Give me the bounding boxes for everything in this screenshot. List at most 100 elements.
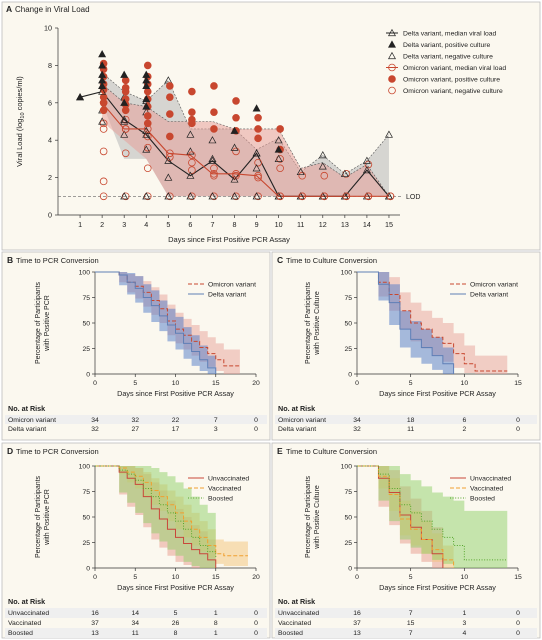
panel-b-risk-value: 32: [131, 417, 139, 424]
panel-a-delta-negative-point: [208, 192, 217, 200]
panel-a-omicron-negative-point: [364, 160, 373, 169]
panel-c-x-tick-label: 5: [409, 380, 413, 387]
panel-a-delta-negative-point: [384, 130, 393, 138]
panel-a-omicron-median-point: [210, 170, 218, 178]
panel-a-delta-negative-point: [164, 192, 173, 200]
panel-e-y-label-line1: Percentage of Participants: [305, 475, 312, 558]
panel-a-omicron-median-point: [320, 192, 329, 201]
panel-b-risk-value: 22: [172, 417, 180, 424]
panel-b-y-label-line2: with Positive PCR: [44, 295, 51, 352]
panel-d-y-tick-label: 25: [82, 540, 90, 547]
panel-c-y-tick-label: 25: [344, 346, 352, 353]
panel-e-y-tick-label: 50: [344, 515, 352, 522]
panel-d-title: Time to PCR Conversion: [16, 447, 99, 456]
panel-d-risk-row-label: Unvaccinated: [8, 610, 49, 617]
panel-d-risk-value: 1: [214, 630, 218, 637]
panel-a-omicron-positive-point: [166, 110, 174, 118]
panel-a-delta-negative-point: [186, 192, 195, 200]
panel-a-omicron-negative-point: [210, 171, 218, 180]
panel-c-risk-value: 18: [407, 417, 415, 424]
panel-a-legend-swatch-marker: [388, 63, 396, 72]
panel-a-omicron-negative-point: [254, 158, 262, 167]
panel-a-delta-negative-point: [98, 117, 107, 125]
panel-b-legend-label: Omicron variant: [208, 282, 256, 289]
panel-a-omicron-median-point: [386, 192, 395, 201]
panel-b-delta-curve: [95, 271, 217, 374]
panel-a-x-tick-label: 2: [100, 220, 104, 229]
panel-a-omicron-negative-point: [99, 147, 108, 156]
panel-d-legend-label: Boosted: [208, 496, 233, 503]
panel-a-omicron-band: [102, 84, 389, 197]
panel-d-risk-value: 14: [131, 610, 139, 617]
panel-c-y-label-line2: with Positive Culture: [314, 291, 321, 356]
panel-b-risk-value: 32: [91, 426, 99, 433]
panel-b-risk-row-label: Omicron variant: [8, 417, 56, 424]
panel-a-legend-swatch-marker: [388, 51, 396, 60]
panel-e-boosted-curve: [357, 465, 508, 561]
panel-a-omicron-median-point: [99, 99, 108, 107]
panel-d-risk-value: 26: [172, 620, 180, 627]
panel-b-title: Time to PCR Conversion: [16, 256, 99, 265]
panel-a-x-tick-label: 10: [275, 220, 283, 229]
panel-c-risk-row-bg: [275, 415, 537, 424]
panel-a-x-tick-label: 4: [144, 220, 148, 229]
panel-e-x-tick-label: 15: [514, 574, 522, 581]
panel-a-y-tick-label: 10: [44, 24, 52, 33]
panel-a-x-label: Days since First Positive PCR Assay: [168, 235, 290, 244]
panel-c-legend-label: Omicron variant: [470, 282, 518, 289]
panel-d-risk-value: 16: [91, 610, 99, 617]
panel-a-delta-median-point: [120, 115, 129, 123]
panel-a-delta-negative-point: [186, 130, 195, 138]
panel-c-risk-value: 2: [462, 426, 466, 433]
panel-c-risk-value: 0: [516, 426, 520, 433]
panel-a-delta-positive-point: [142, 94, 151, 103]
panel-a-delta-median-point: [164, 156, 173, 164]
panel-a-x-tick-label: 12: [319, 220, 327, 229]
panel-a-omicron-median-point: [121, 125, 130, 133]
panel-c-delta-band: [357, 272, 454, 374]
panel-a-x-tick-label: 3: [122, 220, 126, 229]
panel-d-y-tick-label: 75: [82, 489, 90, 496]
panel-a-legend-label: Delta variant, negative culture: [403, 54, 493, 61]
panel-b-x-tick-label: 20: [252, 380, 260, 387]
panel-a-omicron-positive-point: [210, 108, 218, 116]
panel-e-risk-value: 37: [353, 620, 361, 627]
panel-d-risk-value: 37: [91, 620, 99, 627]
panel-b-x-tick-label: 15: [212, 380, 220, 387]
panel-a-frame: [1, 1, 541, 251]
panel-a-omicron-negative-point: [99, 119, 108, 128]
panel-a-delta-median-point: [142, 130, 151, 138]
panel-d-y-tick-label: 50: [82, 515, 90, 522]
panel-a-delta-negative-point: [340, 169, 349, 177]
panel-d-risk-row-label: Boosted: [8, 630, 33, 637]
panel-d-risk-header: No. at Risk: [8, 597, 45, 606]
panel-e-risk-value: 1: [462, 610, 466, 617]
panel-c-x-label: Days since First Positive PCR Assay: [379, 389, 496, 398]
panel-a-omicron-median-point: [143, 125, 152, 133]
panel-a-delta-positive-point: [252, 104, 261, 112]
panel-a-delta-negative-point: [120, 192, 129, 200]
panel-b-x-label: Days since First Positive PCR Assay: [117, 389, 234, 398]
panel-d-risk-value: 5: [174, 610, 178, 617]
panel-a-omicron-median-point: [232, 170, 240, 178]
panel-e-legend-label: Vaccinated: [470, 486, 503, 493]
panel-d-risk-value: 13: [91, 630, 99, 637]
panel-a-omicron-positive-point: [232, 113, 240, 122]
panel-a-omicron-median-point: [188, 151, 196, 159]
panel-a-legend-swatch-marker: [388, 75, 396, 83]
panel-e-title: Time to Culture Conversion: [286, 447, 377, 456]
panel-a-omicron-positive-point: [121, 76, 130, 85]
panel-a-omicron-positive-point: [121, 106, 130, 115]
panel-d-letter: D: [7, 446, 13, 456]
panel-a-delta-negative-point: [274, 136, 283, 144]
panel-c-y-tick-label: 100: [341, 270, 353, 277]
panel-c-x-tick-label: 10: [461, 380, 469, 387]
panel-a-omicron-positive-point: [143, 61, 152, 70]
panel-e-risk-value: 3: [462, 620, 466, 627]
panel-a-legend-label: Delta variant, positive culture: [403, 42, 490, 49]
panel-a-delta-negative-point: [120, 130, 129, 138]
panel-a-omicron-positive-point: [121, 87, 130, 96]
panel-e-risk-value: 0: [516, 610, 520, 617]
panel-b-letter: B: [7, 255, 13, 265]
panel-d-y-tick-label: 0: [86, 566, 90, 573]
